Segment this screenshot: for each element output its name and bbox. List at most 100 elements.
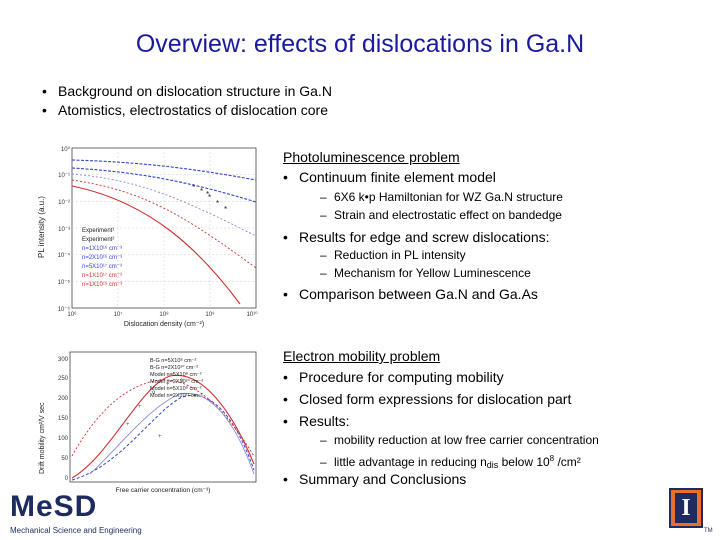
- mob-legend-entry: Model n=2X10¹¹ cm⁻²: [150, 393, 203, 399]
- pl-ytick: 10⁻²: [58, 200, 70, 206]
- mobility-subitem: – little advantage in reducing ndis below…: [320, 450, 581, 474]
- subitem-text-post: /cm²: [554, 455, 581, 469]
- svg-text:o: o: [152, 390, 156, 396]
- pl-legend-entry: n=2X10¹⁶ cm⁻³: [82, 254, 122, 261]
- superscript-8: 8: [549, 454, 555, 463]
- pl-subitem: – Reduction in PL intensity: [320, 246, 466, 264]
- subitem-text-mid: below 10: [498, 455, 550, 469]
- conclusion-text: Summary and Conclusions: [299, 471, 467, 487]
- pl-curve-1: [71, 159, 257, 181]
- pl-item: • Comparison between Ga.N and Ga.As: [283, 285, 538, 304]
- pl-item-text: Comparison between Ga.N and Ga.As: [299, 286, 538, 302]
- bullet-dot: •: [283, 391, 288, 407]
- mob-curve-1: [71, 374, 255, 479]
- pl-item-text: Results for edge and screw dislocations:: [299, 229, 550, 245]
- slide-title: Overview: effects of dislocations in Ga.…: [135, 30, 585, 58]
- svg-text:+: +: [158, 434, 162, 440]
- mobility-item-text: Results:: [299, 413, 350, 429]
- mob-legend-entry: B-G n=2X10¹⁰ cm⁻²: [150, 364, 198, 371]
- svg-text:*: *: [206, 190, 209, 199]
- pl-xtick: 10⁷: [114, 311, 123, 318]
- pl-ytick: 10⁻⁶: [58, 306, 71, 313]
- bullet-dot: •: [283, 369, 288, 385]
- pl-ytick: 10⁰: [61, 146, 71, 153]
- trademark-mark: TM: [704, 528, 713, 534]
- mob-ytick: 150: [58, 416, 69, 422]
- pl-experiment-markers: * *****: [192, 183, 227, 214]
- illinois-block-i: I: [675, 493, 697, 523]
- mob-legend-entry: B-G n=5X10⁸ cm⁻²: [150, 357, 197, 364]
- mob-ytick: 50: [61, 456, 68, 462]
- svg-text:+: +: [138, 404, 142, 410]
- mob-curve-4: [89, 392, 255, 475]
- mobility-heading: Electron mobility problem: [283, 348, 441, 364]
- mobility-item: • Procedure for computing mobility: [283, 368, 504, 387]
- pl-subitem-text: 6X6 k•p Hamiltonian for WZ Ga.N structur…: [334, 190, 563, 204]
- pl-legend: Experiment¹ Experiment² n=1X10¹⁶ cm⁻³ n=…: [82, 228, 122, 288]
- pl-legend-entry: Experiment¹: [82, 228, 114, 234]
- dash-marker: –: [320, 455, 327, 469]
- mobility-subitem: – mobility reduction at low free carrier …: [320, 431, 599, 449]
- pl-curve-5: [71, 185, 241, 305]
- mob-ylabel: Drift mobility cm²/V sec: [39, 402, 46, 474]
- mobility-subitem-text: mobility reduction at low free carrier c…: [334, 433, 599, 447]
- bullet-dot: •: [283, 471, 288, 487]
- pl-ytick: 10⁻³: [58, 227, 70, 233]
- pl-item: • Results for edge and screw dislocations…: [283, 228, 550, 247]
- mobility-conclusion: • Summary and Conclusions: [283, 470, 466, 489]
- pl-xtick: 10⁸: [159, 311, 169, 318]
- subitem-text-pre: little advantage in reducing n: [334, 455, 487, 469]
- mob-ytick: 250: [58, 376, 69, 382]
- mobility-item: • Closed form expressions for dislocation…: [283, 390, 571, 409]
- mobility-chart: Drift mobility cm²/V sec 300 250 200 150…: [30, 346, 262, 494]
- pl-subitem: – Mechanism for Yellow Luminescence: [320, 264, 531, 282]
- svg-text:*: *: [200, 187, 203, 196]
- bullet-dot: •: [283, 169, 288, 185]
- mob-xlabel: Free carrier concentration (cm⁻³): [116, 487, 211, 494]
- pl-ytick: 10⁻⁴: [58, 252, 71, 259]
- pl-xtick: 10⁶: [67, 311, 77, 318]
- pl-item: • Continuum finite element model: [283, 168, 496, 187]
- mob-data-markers: + + o + o +: [126, 378, 184, 440]
- mob-ytick: 100: [58, 436, 69, 442]
- mob-legend-entry: Model n=5X10⁹ cm⁻²: [150, 385, 202, 392]
- svg-text:*: *: [216, 199, 219, 208]
- pl-ytick: 10⁻⁵: [58, 279, 71, 286]
- mob-ytick: 300: [58, 357, 69, 363]
- mob-plot-frame: [69, 351, 257, 483]
- pl-legend-entry: Experiment²: [82, 237, 114, 243]
- intro-bullet-text: Atomistics, electrostatics of dislocatio…: [58, 102, 328, 118]
- pl-legend-entry: n=1X10¹⁷ cm⁻³: [82, 272, 122, 279]
- pl-legend-entry: n=1X10¹⁸ cm⁻³: [82, 281, 122, 288]
- pl-ylabel: PL intensity (a.u.): [37, 196, 46, 258]
- bullet-dot: •: [283, 413, 288, 429]
- svg-text:+: +: [126, 422, 130, 428]
- pl-subitem-text: Strain and electrostatic effect on bande…: [334, 208, 562, 222]
- pl-intensity-chart: PL intensity (a.u.) 10⁰ 10⁻¹ 10⁻² 10⁻³ 1…: [30, 140, 262, 332]
- pl-subitem: –6X6 k•p Hamiltonian for WZ Ga.N structu…: [320, 188, 563, 206]
- mob-legend: B-G n=5X10⁸ cm⁻² B-G n=2X10¹⁰ cm⁻² Model…: [150, 357, 203, 399]
- pl-ytick: 10⁻¹: [58, 173, 70, 179]
- svg-text:*: *: [192, 183, 195, 192]
- dash-marker: –: [320, 433, 327, 447]
- pl-legend-entry: n=5X10¹⁷ cm⁻³: [82, 263, 122, 270]
- bullet-dot: •: [42, 102, 47, 118]
- dash-marker: –: [320, 190, 327, 204]
- mob-legend-entry: Model n=2X10¹⁰ cm⁻²: [150, 378, 203, 385]
- pl-subitem: – Strain and electrostatic effect on band…: [320, 206, 562, 224]
- pl-xtick: 10¹⁰: [246, 311, 258, 318]
- mob-curve-3: [71, 379, 255, 457]
- pl-gridlines: [72, 148, 256, 308]
- mob-legend-entry: Model n=5X10⁸ cm⁻²: [150, 371, 202, 378]
- svg-text:*: *: [208, 193, 211, 202]
- bullet-dot: •: [283, 286, 288, 302]
- svg-text:o: o: [180, 378, 184, 384]
- intro-bullet-2: • Atomistics, electrostatics of dislocati…: [42, 101, 328, 120]
- msd-logo-caption: Mechanical Science and Engineering: [10, 526, 145, 535]
- dash-marker: –: [320, 266, 327, 280]
- msd-logo: MeSD Mechanical Science and Engineering: [10, 490, 170, 535]
- pl-xlabel: Dislocation density (cm⁻²): [124, 321, 204, 328]
- bullet-dot: •: [42, 83, 47, 99]
- pl-subitem-text: Reduction in PL intensity: [334, 248, 466, 262]
- msd-logo-wordmark: MeSD: [10, 490, 98, 523]
